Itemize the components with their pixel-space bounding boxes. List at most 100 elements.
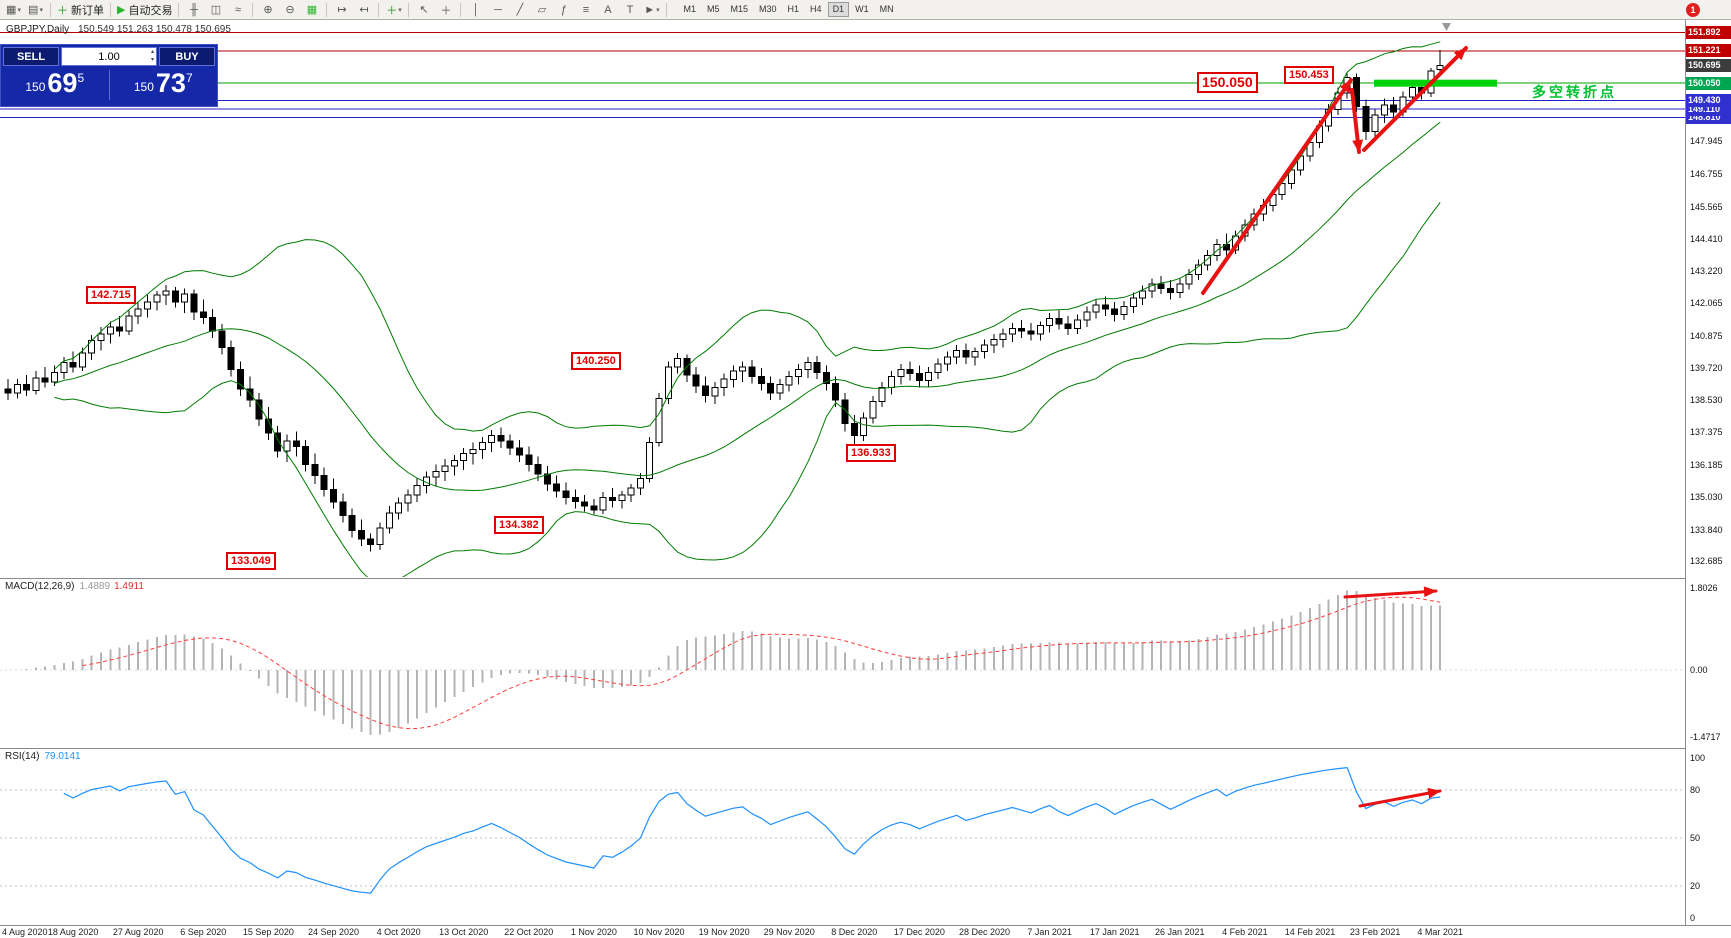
autotrading-button: ▶ [117,4,126,16]
zoom-in-icon[interactable]: ⊕ [257,1,278,18]
rsi-scale-tick: 20 [1690,881,1701,891]
price-scale[interactable]: 147.945 146.755 145.565 144.410 143.220 142.0… [1685,20,1731,925]
volume-spinner[interactable]: ▴ ▾ [151,48,154,64]
chart-profiles-icon[interactable]: ▤ ▾ [25,1,46,18]
trend-arrow[interactable] [1358,787,1442,808]
autotrading-button[interactable]: ▶ 自动交易 [115,1,174,18]
text-icon[interactable]: A [597,1,618,18]
macd-panel-separator[interactable] [0,578,1731,582]
price-callout[interactable]: 134.382 [494,516,544,534]
new-chart-icon[interactable]: ▦ ▾ [3,1,24,18]
buy-price-sup: 7 [185,70,193,85]
spinner-down-icon[interactable]: ▾ [150,57,154,63]
timeframe-MN[interactable]: MN [879,4,894,14]
toolbar-separator [110,2,111,17]
price-callout[interactable]: 136.933 [846,444,896,462]
timeframe-M1[interactable]: M1 [683,4,696,14]
cursor-icon[interactable]: ↖ [413,1,434,18]
buy-button[interactable]: BUY [159,47,215,66]
sell-button[interactable]: SELL [3,47,59,66]
levels-icon[interactable]: ≡ [575,1,596,18]
price-callout[interactable]: 133.049 [226,552,276,570]
new-order-button-label: 新订单 [71,4,104,17]
chart-shift-marker[interactable] [1442,23,1451,31]
rsi-panel[interactable] [0,766,1685,894]
crosshair-icon[interactable]: ＋ [435,1,456,18]
chevron-down-icon: ▾ [398,6,402,14]
fibonacci-icon[interactable]: ƒ [553,1,574,18]
price-tick: 146.755 [1690,168,1723,179]
date-label: 19 Nov 2020 [698,927,750,937]
turning-point-zone[interactable] [1374,79,1497,87]
price-callout[interactable]: 150.050 [1197,72,1258,93]
candlestick-chart-icon[interactable]: ◫ [205,1,226,18]
zoom-in-icon: ⊕ [263,4,273,16]
price-tick: 139.720 [1690,362,1723,373]
price-callout[interactable]: 150.453 [1284,66,1334,84]
date-label: 27 Aug 2020 [112,927,164,937]
bar-chart-icon[interactable]: ╫ [183,1,204,18]
auto-scroll-icon[interactable]: ↦ [331,1,352,18]
indicators-icon[interactable]: ＋ ▾ [383,1,404,18]
turning-point-note[interactable]: 多空转折点 [1532,84,1617,100]
tile-windows-icon: ▦ [306,4,318,16]
timeframe-M5[interactable]: M5 [706,4,720,14]
date-label: 22 Oct 2020 [504,927,554,937]
macd-label: MACD(12,26,9) 1.4889 1.4911 [5,581,144,592]
main-chart-panel[interactable] [0,32,1685,585]
timeframe-H4[interactable]: H4 [810,4,822,14]
volume-input[interactable]: 1.00 ▴ ▾ [61,47,157,66]
trendline-icon[interactable]: ╱ [509,1,530,18]
chart-shift-icon[interactable]: ↤ [353,1,374,18]
arrows-icon[interactable]: ► ▾ [641,1,662,18]
timeframe-group: M1 M5 M15 M30 H1 H4 D1 W1 MN [678,2,898,17]
time-axis[interactable]: 4 Aug 2020 18 Aug 2020 27 Aug 2020 6 Sep 20… [0,925,1731,938]
price-tick: 145.565 [1690,201,1723,212]
price-callout[interactable]: 142.715 [86,286,136,304]
trend-arrow[interactable] [1350,88,1364,154]
sell-price-prefix: 150 [25,79,46,94]
rsi-scale-tick: 100 [1690,753,1706,763]
rsi-scale-tick: 80 [1690,785,1701,795]
trendline-icon: ╱ [516,4,524,16]
price-level-box: 151.221 [1686,44,1731,58]
price-tick: 147.945 [1690,136,1723,147]
price-callout[interactable]: 140.250 [571,352,621,370]
rsi-scale-tick: 0 [1690,913,1696,923]
price-tick: 144.410 [1690,233,1723,244]
date-label: 4 Aug 2020 [2,927,48,937]
tile-windows-icon[interactable]: ▦ [301,1,322,18]
date-label: 6 Sep 2020 [180,927,227,937]
date-label: 23 Feb 2021 [1349,927,1401,937]
date-label: 15 Sep 2020 [242,927,294,937]
line-chart-icon[interactable]: ≈ [227,1,248,18]
notification-badge[interactable]: 1 [1686,2,1700,17]
rsi-panel-separator[interactable] [0,748,1731,752]
vertical-line-icon[interactable]: │ [465,1,486,18]
timeframe-H1[interactable]: H1 [787,4,800,14]
candles[interactable] [4,49,1444,552]
horizontal-line-icon[interactable]: ─ [487,1,508,18]
price-tick: 137.375 [1690,427,1723,438]
price-tick: 136.185 [1690,460,1723,471]
macd-scale-tick: 0.00 [1690,665,1708,675]
spinner-up-icon[interactable]: ▴ [150,49,154,55]
timeframe-W1[interactable]: W1 [855,4,869,14]
timeframe-M15[interactable]: M15 [730,4,749,14]
trend-arrow[interactable] [1343,586,1438,599]
chart-profiles-icon: ▤ [28,4,39,16]
timeframe-M30[interactable]: M30 [759,4,777,14]
label-icon[interactable]: T [619,1,640,18]
trend-arrow[interactable] [1362,46,1468,152]
new-order-button[interactable]: ＋新订单 [55,1,106,18]
new-order-button: ＋ [57,4,68,17]
sell-price[interactable]: 150 69 5 [1,69,109,100]
buy-price[interactable]: 150 73 7 [110,69,218,100]
trend-arrow[interactable] [1201,78,1353,295]
macd-panel[interactable] [0,590,1685,735]
channel-icon[interactable]: ▱ [531,1,552,18]
date-label: 17 Jan 2021 [1089,927,1140,937]
zoom-out-icon[interactable]: ⊖ [279,1,300,18]
timeframe-D1[interactable]: D1 [827,2,850,17]
